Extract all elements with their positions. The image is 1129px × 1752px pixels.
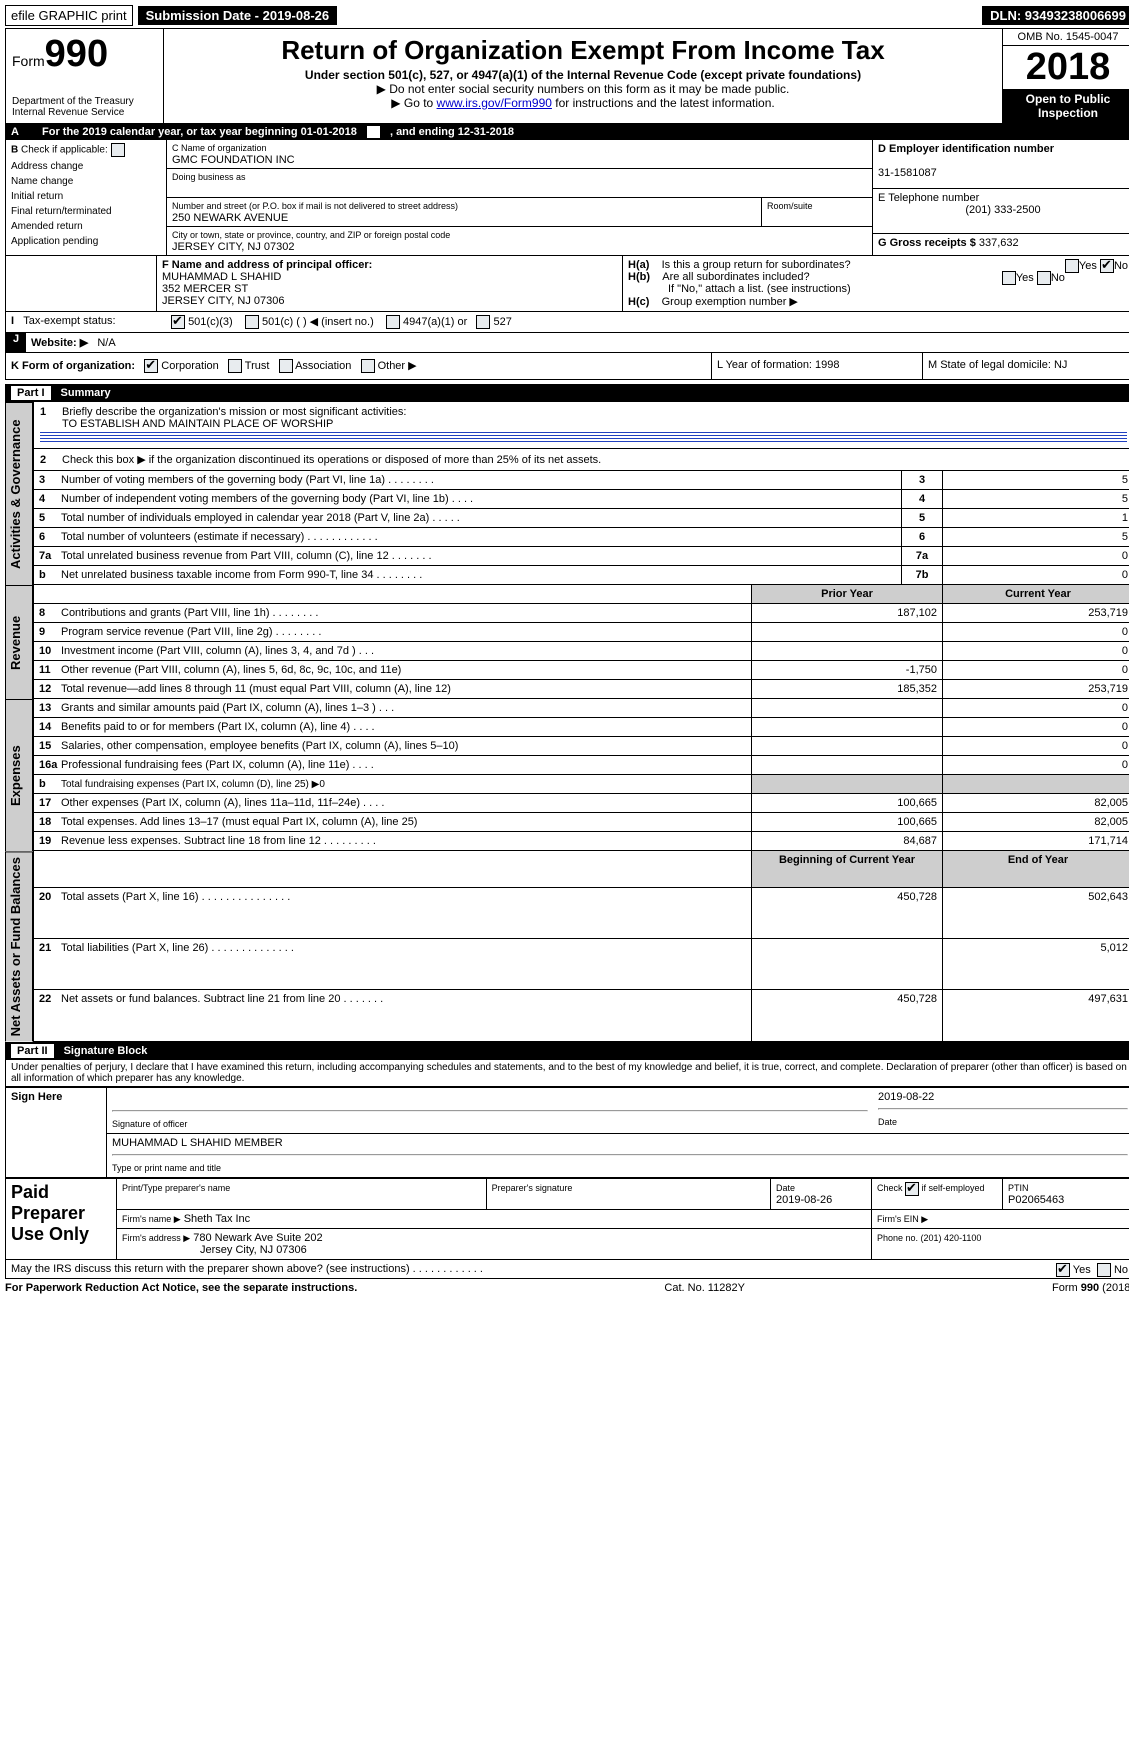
footer-mid: Cat. No. 11282Y	[664, 1282, 745, 1294]
cb-trust[interactable]	[228, 359, 242, 373]
paid-preparer: Paid Preparer Use Only	[6, 1178, 117, 1259]
firm-addr: 780 Newark Ave Suite 202	[193, 1232, 322, 1244]
entity-block: B Check if applicable: Address changeNam…	[5, 140, 1129, 256]
b-option: Address change	[11, 161, 161, 172]
hb-yes[interactable]	[1002, 271, 1016, 285]
part-i-header: Part I Summary	[5, 384, 1129, 402]
officer-sig-name: MUHAMMAD L SHAHID MEMBER	[112, 1137, 283, 1149]
footer-left: For Paperwork Reduction Act Notice, see …	[5, 1282, 357, 1294]
officer-name: MUHAMMAD L SHAHID	[162, 271, 281, 283]
revenue-table: Prior YearCurrent Year8Contributions and…	[33, 585, 1129, 699]
mission: TO ESTABLISH AND MAINTAIN PLACE OF WORSH…	[62, 418, 333, 430]
instr-2: ▶ Go to www.irs.gov/Form990 for instruct…	[170, 96, 996, 110]
top-bar: efile GRAPHIC print Submission Date - 20…	[5, 5, 1129, 26]
form-header: Form990 Department of the Treasury Inter…	[5, 28, 1129, 124]
org-name: GMC FOUNDATION INC	[172, 154, 295, 166]
phone: (201) 333-2500	[878, 204, 1128, 216]
submission-date: Submission Date - 2019-08-26	[138, 6, 338, 25]
gross-receipts: 337,632	[979, 237, 1019, 249]
perjury-text: Under penalties of perjury, I declare th…	[5, 1060, 1129, 1087]
irs-label: Internal Revenue Service	[12, 107, 157, 118]
discuss-row: May the IRS discuss this return with the…	[5, 1260, 1129, 1279]
row-a: A For the 2019 calendar year, or tax yea…	[5, 124, 1129, 140]
part-i-body: Activities & Governance 1Briefly describ…	[5, 402, 1129, 585]
form-number: 990	[45, 33, 108, 75]
form-id-cell: Form990 Department of the Treasury Inter…	[6, 29, 164, 124]
signature-table: Sign Here Signature of officer 2019-08-2…	[5, 1087, 1129, 1178]
expenses-table: 13Grants and similar amounts paid (Part …	[33, 699, 1129, 851]
section-c: C Name of organizationGMC FOUNDATION INC…	[167, 140, 872, 255]
section-h: H(a) Is this a group return for subordin…	[623, 256, 1129, 311]
form-title-cell: Return of Organization Exempt From Incom…	[164, 29, 1003, 124]
firm-phone: Phone no. (201) 420-1100	[877, 1233, 981, 1243]
org-city: JERSEY CITY, NJ 07302	[172, 241, 295, 253]
omb-number: OMB No. 1545-0047	[1003, 29, 1129, 46]
website: N/A	[97, 337, 115, 349]
year-cell: OMB No. 1545-0047 2018 Open to Public In…	[1003, 29, 1129, 124]
form-title: Return of Organization Exempt From Incom…	[170, 35, 996, 66]
section-deg: D Employer identification number31-15810…	[872, 140, 1129, 255]
cb-assoc[interactable]	[279, 359, 293, 373]
form-label: Form	[12, 53, 45, 69]
cb-self-employed[interactable]	[905, 1182, 919, 1196]
prep-date: 2019-08-26	[776, 1194, 832, 1206]
instr-1: ▶ Do not enter social security numbers o…	[170, 82, 996, 96]
ha-no[interactable]	[1100, 259, 1114, 273]
section-f: F Name and address of principal officer:…	[157, 256, 623, 311]
cb-4947[interactable]	[386, 315, 400, 329]
label-expenses: Expenses	[5, 699, 33, 851]
b-option: Final return/terminated	[11, 206, 161, 217]
expenses-section: Expenses 13Grants and similar amounts pa…	[5, 699, 1129, 851]
dln: DLN: 93493238006699	[982, 6, 1129, 25]
discuss-yes[interactable]	[1056, 1263, 1070, 1277]
form-subtitle: Under section 501(c), 527, or 4947(a)(1)…	[170, 68, 996, 82]
label-netassets: Net Assets or Fund Balances	[5, 851, 33, 1041]
taxyear-begin: For the 2019 calendar year, or tax year …	[42, 126, 357, 138]
state-domicile: M State of legal domicile: NJ	[923, 353, 1129, 379]
cb-501c3[interactable]	[171, 315, 185, 329]
part-ii-header: Part II Signature Block	[5, 1042, 1129, 1060]
section-j: J Website: ▶ N/A	[5, 333, 1129, 353]
cb-501c[interactable]	[245, 315, 259, 329]
preparer-table: Paid Preparer Use Only Print/Type prepar…	[5, 1178, 1129, 1260]
dept-label: Department of the Treasury	[12, 96, 157, 107]
sign-here: Sign Here	[6, 1087, 107, 1177]
netassets-section: Net Assets or Fund Balances Beginning of…	[5, 851, 1129, 1041]
year-formation: L Year of formation: 1998	[712, 353, 923, 379]
discuss-no[interactable]	[1097, 1263, 1111, 1277]
label-revenue: Revenue	[5, 585, 33, 699]
irs-link[interactable]: www.irs.gov/Form990	[437, 96, 552, 110]
b-option: Application pending	[11, 236, 161, 247]
footer: For Paperwork Reduction Act Notice, see …	[5, 1279, 1129, 1297]
label-governance: Activities & Governance	[5, 402, 33, 585]
open-public: Open to Public Inspection	[1003, 89, 1129, 123]
section-b: B Check if applicable: Address changeNam…	[6, 140, 167, 255]
checkbox-applicable[interactable]	[111, 143, 125, 157]
section-i: I Tax-exempt status: 501(c)(3) 501(c) ( …	[5, 312, 1129, 333]
b-option: Initial return	[11, 191, 161, 202]
footer-right: Form 990 (2018)	[1052, 1282, 1129, 1294]
revenue-section: Revenue Prior YearCurrent Year8Contribut…	[5, 585, 1129, 699]
ein: 31-1581087	[878, 167, 937, 179]
hb-no[interactable]	[1037, 271, 1051, 285]
b-option: Name change	[11, 176, 161, 187]
efile-label: efile GRAPHIC print	[5, 5, 133, 26]
b-option: Amended return	[11, 221, 161, 232]
governance-table: 3Number of voting members of the governi…	[33, 471, 1129, 585]
cb-corp[interactable]	[144, 359, 158, 373]
netassets-table: Beginning of Current YearEnd of Year20To…	[33, 851, 1129, 1041]
sign-date: 2019-08-22	[878, 1091, 934, 1103]
section-klm: K Form of organization: Corporation Trus…	[5, 353, 1129, 380]
firm-name: Sheth Tax Inc	[184, 1213, 250, 1225]
org-address: 250 NEWARK AVENUE	[172, 212, 288, 224]
ptin: P02065463	[1008, 1194, 1064, 1206]
cb-527[interactable]	[476, 315, 490, 329]
tax-year: 2018	[1003, 46, 1129, 89]
taxyear-end: , and ending 12-31-2018	[390, 126, 514, 138]
ha-yes[interactable]	[1065, 259, 1079, 273]
cb-other[interactable]	[361, 359, 375, 373]
fh-block: F Name and address of principal officer:…	[5, 256, 1129, 312]
